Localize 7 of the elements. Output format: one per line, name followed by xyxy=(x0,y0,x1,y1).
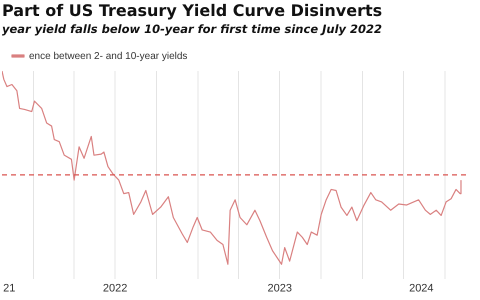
x-tick-label: 2024 xyxy=(409,282,434,294)
x-tick-label: 21 xyxy=(3,282,16,294)
x-tick-label: 2023 xyxy=(267,282,292,294)
legend-label: ence between 2- and 10-year yields xyxy=(29,50,188,62)
x-tick-label: 2022 xyxy=(102,282,128,294)
chart-subtitle: year yield falls below 10-year for first time since July 2022 xyxy=(2,22,382,36)
chart-title: Part of US Treasury Yield Curve Disinverts xyxy=(2,0,382,20)
